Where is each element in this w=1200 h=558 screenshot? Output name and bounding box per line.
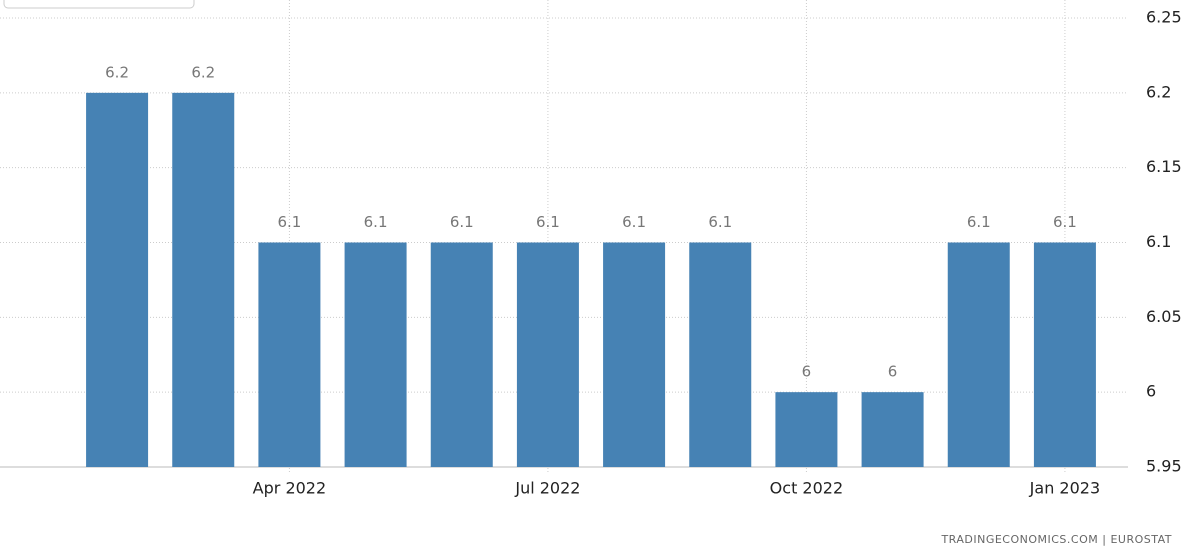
- bar: [258, 242, 321, 467]
- y-tick-label: 6.1: [1146, 232, 1171, 251]
- value-label: 6.1: [967, 213, 991, 231]
- y-tick-label: 6.25: [1146, 8, 1182, 27]
- bar: [1033, 242, 1096, 467]
- bar: [430, 242, 493, 467]
- bar: [344, 242, 407, 467]
- bar: [516, 242, 579, 467]
- bar: [172, 92, 235, 467]
- bar: [861, 392, 924, 467]
- x-tick-label: Jan 2023: [1029, 479, 1100, 498]
- value-label: 6: [888, 363, 898, 381]
- value-label: 6.1: [708, 213, 732, 231]
- bar: [775, 392, 838, 467]
- value-label: 6: [802, 363, 812, 381]
- value-label: 6.1: [450, 213, 474, 231]
- y-tick-label: 6: [1146, 382, 1156, 401]
- value-label: 6.1: [536, 213, 560, 231]
- bar: [947, 242, 1010, 467]
- source: TRADINGECONOMICS.COM | EUROSTAT: [940, 533, 1172, 546]
- x-tick-label: Jul 2022: [514, 479, 580, 498]
- y-tick-label: 6.15: [1146, 157, 1182, 176]
- y-tick-label: 5.95: [1146, 457, 1182, 476]
- y-tick-label: 6.2: [1146, 82, 1171, 101]
- bar: [603, 242, 666, 467]
- y-tick-label: 6.05: [1146, 307, 1182, 326]
- value-label: 6.1: [622, 213, 646, 231]
- bar: [86, 92, 149, 467]
- bar: [689, 242, 752, 467]
- value-label: 6.1: [1053, 213, 1077, 231]
- toolbar-edge: [3, 0, 195, 9]
- value-label: 6.2: [191, 63, 215, 81]
- x-tick-label: Apr 2022: [253, 479, 326, 498]
- x-tick-label: Oct 2022: [770, 479, 843, 498]
- value-label: 6.1: [364, 213, 388, 231]
- value-label: 6.1: [277, 213, 301, 231]
- value-label: 6.2: [105, 63, 129, 81]
